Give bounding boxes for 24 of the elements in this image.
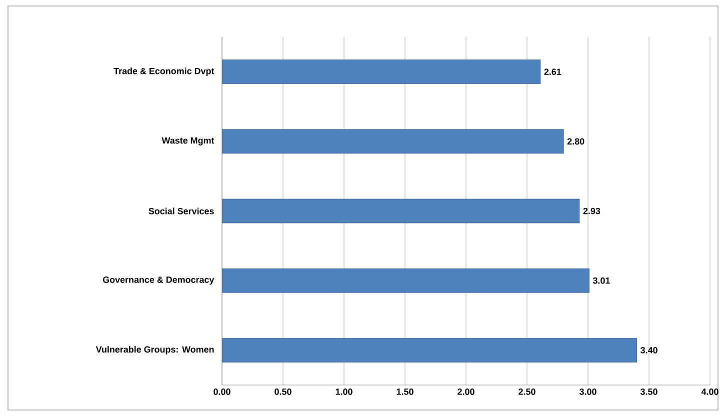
bar (222, 198, 580, 224)
x-tick-label: 1.50 (396, 388, 414, 395)
data-label: 3.40 (640, 347, 658, 354)
data-label: 3.01 (592, 277, 610, 284)
bar (222, 60, 541, 84)
x-tick-label: 3.50 (640, 388, 658, 395)
bar (222, 268, 590, 293)
y-tick-label: Vulnerable Groups: Women (96, 346, 214, 354)
data-label: 2.61 (544, 68, 562, 75)
x-tick-label: 2.00 (458, 388, 474, 395)
y-tick-label: Social Services (148, 208, 214, 214)
x-tick-label: 3.00 (579, 388, 596, 395)
data-label: 2.93 (583, 208, 600, 214)
x-tick-label: 0.00 (214, 388, 230, 395)
y-tick-label: Trade & Economic Dvpt (114, 68, 214, 76)
y-tick-label: Waste Mgmt (162, 137, 214, 146)
bar (222, 338, 638, 362)
x-tick-label: 0.50 (274, 388, 292, 395)
bar (222, 129, 564, 154)
data-label: 2.80 (567, 138, 584, 145)
x-tick-label: 4.00 (701, 388, 718, 395)
y-tick-label: Governance & Democracy (102, 276, 214, 285)
x-tick-label: 2.50 (518, 388, 536, 395)
x-tick-label: 1.00 (336, 388, 352, 395)
